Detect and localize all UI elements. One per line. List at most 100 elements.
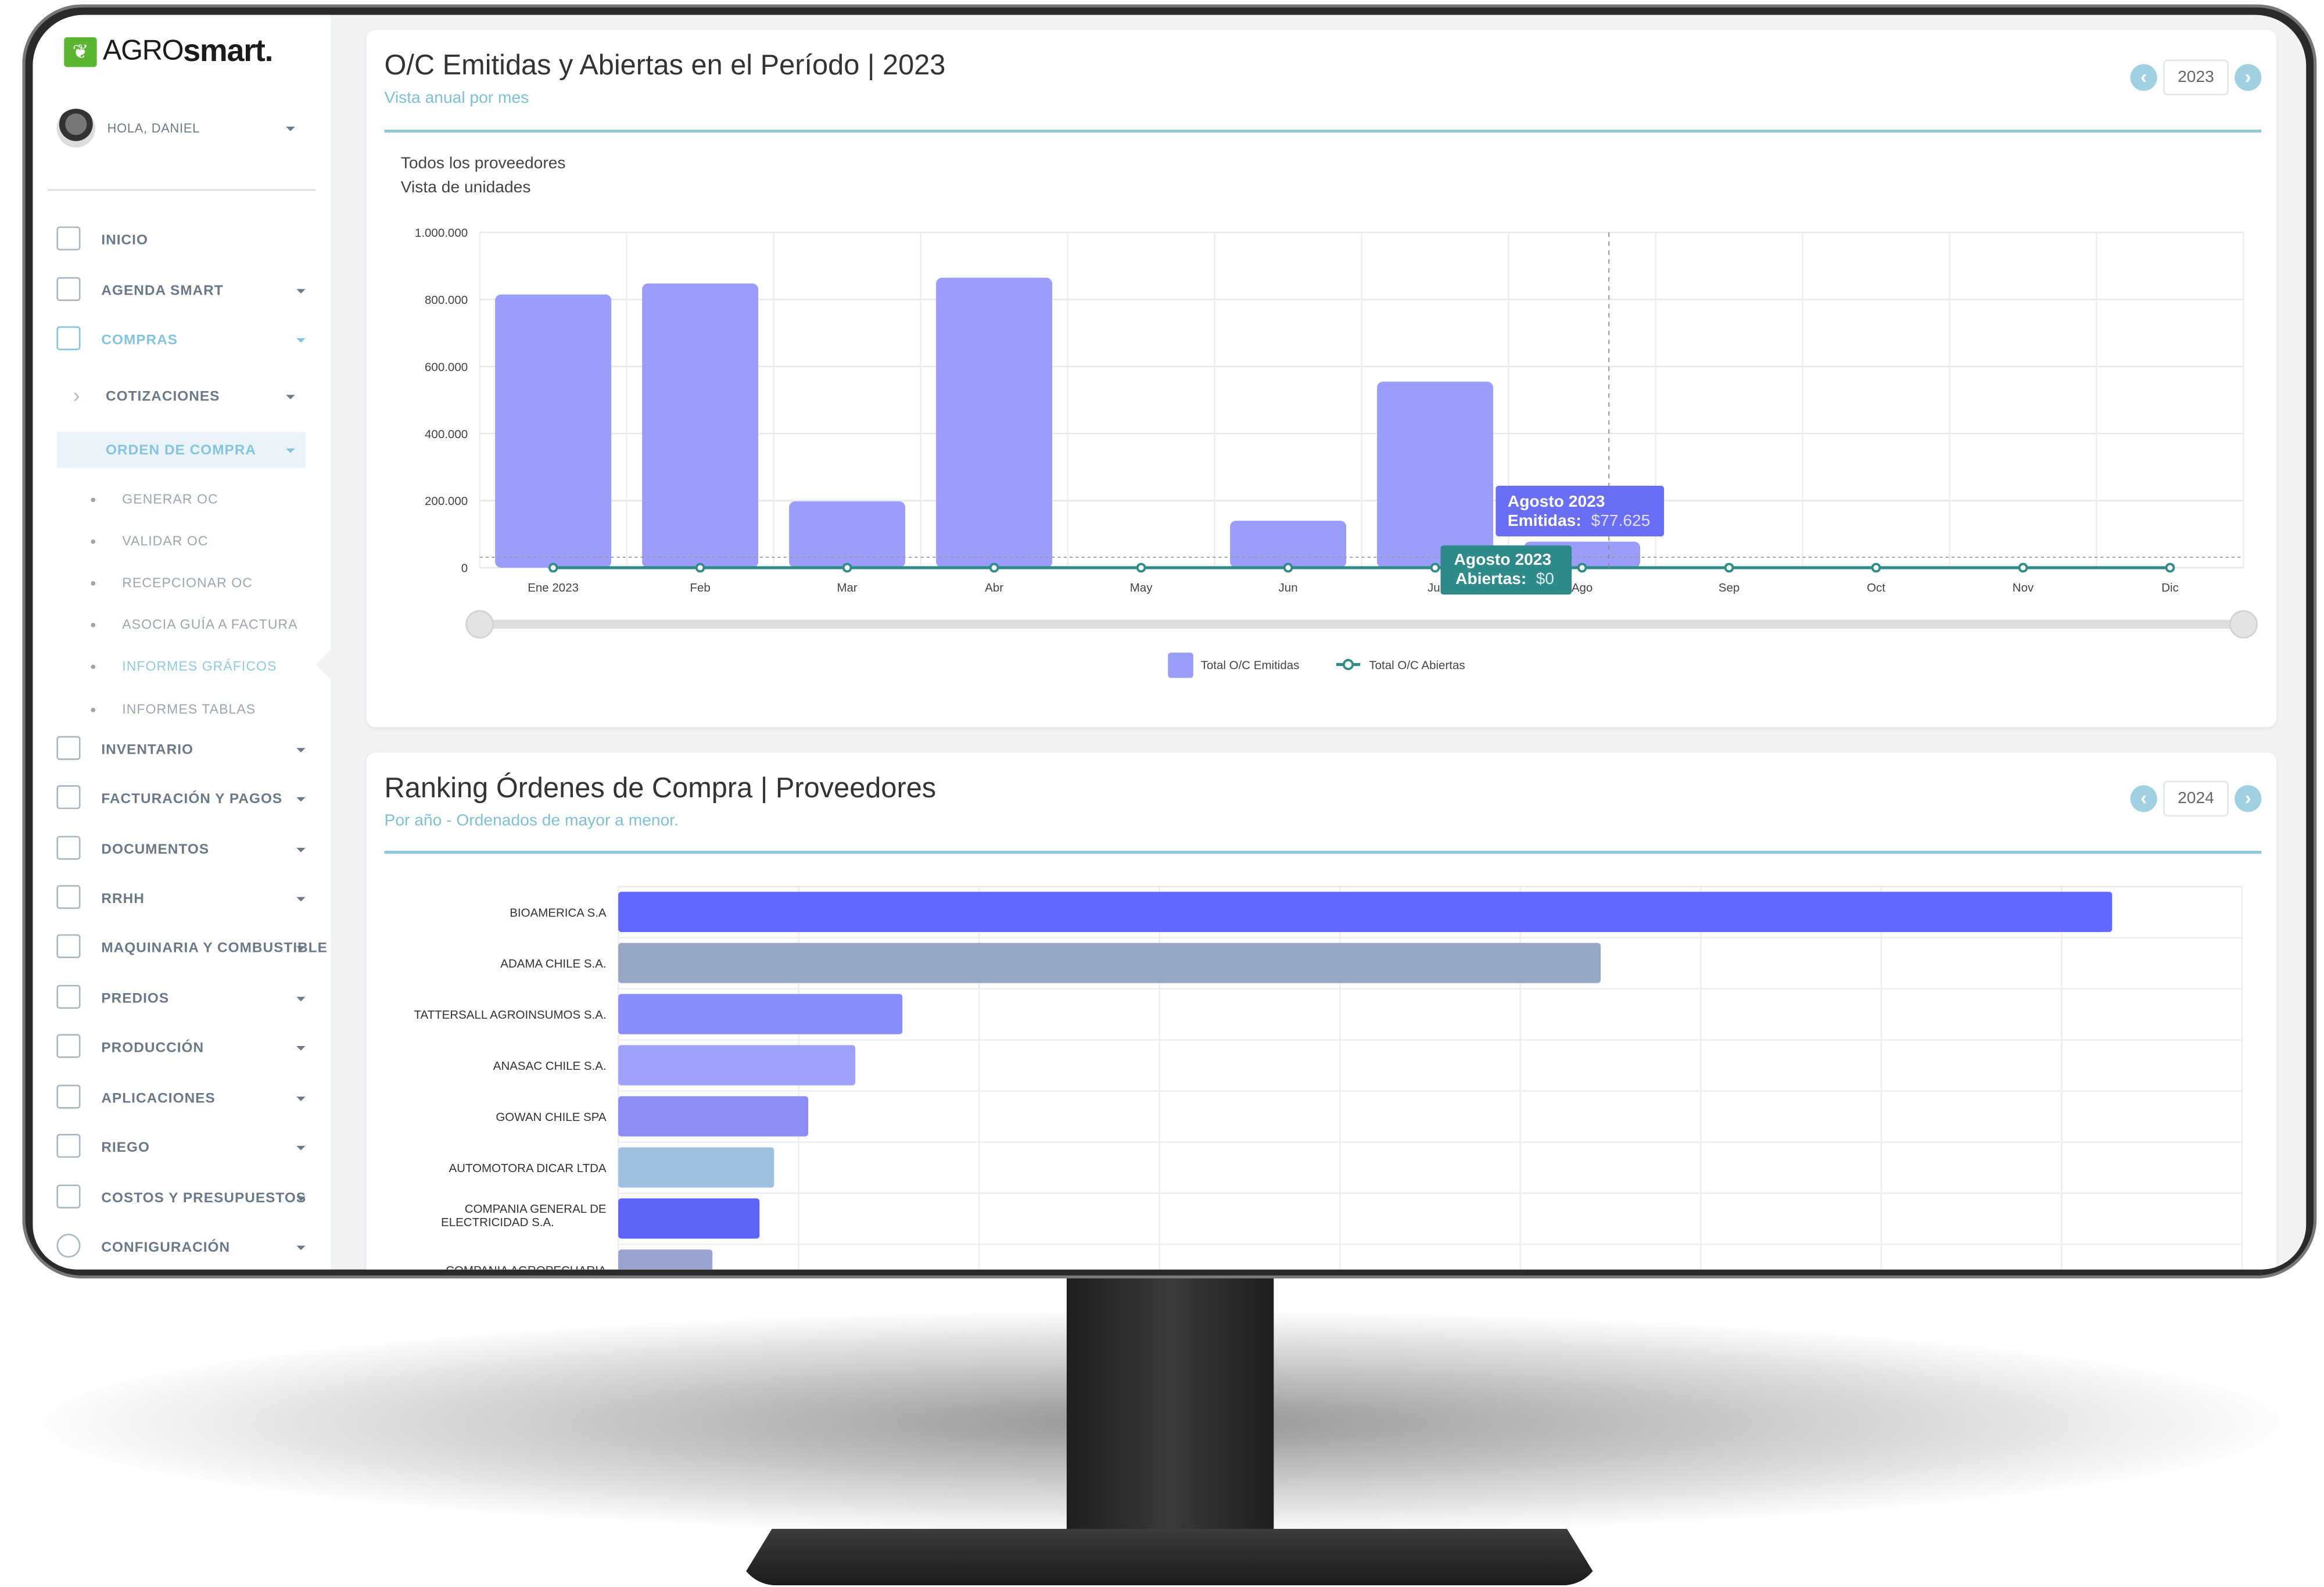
sidebar-item-label: GENERAR OC bbox=[122, 492, 218, 507]
point-abiertas-7 bbox=[1577, 563, 1587, 573]
bar-emitidas-5 bbox=[1230, 521, 1347, 568]
range-slider-handle-right[interactable] bbox=[2229, 610, 2258, 639]
prev-year-arrow-icon[interactable]: ‹ bbox=[2130, 785, 2157, 812]
ranking-bar-5 bbox=[618, 1147, 774, 1188]
tooltip-emitidas bbox=[1495, 485, 1665, 537]
y-tick-label: 800.000 bbox=[425, 293, 468, 307]
sidebar-item-inventario[interactable]: INVENTARIO bbox=[33, 735, 331, 767]
sidebar-item-aplicaciones[interactable]: APLICACIONES bbox=[33, 1083, 331, 1116]
point-abiertas-8 bbox=[1724, 563, 1734, 573]
chevron-down-icon[interactable] bbox=[296, 1097, 306, 1101]
x-tick-label: Ene 2023 bbox=[528, 581, 579, 594]
bullet-icon bbox=[91, 622, 96, 628]
sidebar-item-predios[interactable]: PREDIOS bbox=[33, 983, 331, 1016]
cart-icon bbox=[56, 326, 81, 350]
card-header-rule bbox=[384, 130, 2262, 133]
year-field[interactable]: 2024 bbox=[2163, 780, 2229, 817]
tooltip-value: $77.625 bbox=[1591, 511, 1650, 529]
chevron-right-icon: › bbox=[73, 382, 80, 407]
sidebar-item-generar-oc[interactable]: GENERAR OC bbox=[33, 483, 331, 515]
sidebar-item-facturacion-y-pagos[interactable]: FACTURACIÓN Y PAGOS bbox=[33, 784, 331, 816]
sidebar-item-riego[interactable]: RIEGO bbox=[33, 1133, 331, 1165]
avatar[interactable] bbox=[56, 109, 96, 148]
sidebar-item-produccion[interactable]: PRODUCCIÓN bbox=[33, 1033, 331, 1065]
sidebar-item-label: COTIZACIONES bbox=[106, 389, 220, 406]
logo-text-bold: smart. bbox=[183, 34, 273, 69]
next-year-arrow-icon[interactable]: › bbox=[2235, 64, 2262, 91]
sidebar-item-label: INVENTARIO bbox=[101, 741, 194, 759]
sidebar-item-label: INFORMES TABLAS bbox=[122, 701, 256, 717]
user-greeting[interactable]: HOLA, DANIEL bbox=[107, 120, 200, 136]
year-navigator: ‹ 2023 › bbox=[2130, 59, 2262, 96]
bullet-icon bbox=[91, 707, 96, 712]
user-menu-caret-icon[interactable] bbox=[286, 126, 295, 131]
tag-icon bbox=[56, 736, 81, 760]
sidebar-item-inicio[interactable]: INICIO bbox=[33, 225, 331, 257]
sidebar-item-maquinaria-y-combustible[interactable]: MAQUINARIA Y COMBUSTIBLE bbox=[33, 933, 331, 965]
point-abiertas-2 bbox=[842, 563, 852, 573]
billing-icon bbox=[56, 785, 81, 809]
x-tick-label: Dic bbox=[2161, 581, 2179, 594]
agenda-icon bbox=[56, 277, 81, 301]
logo[interactable]: ❦ AGRO smart. bbox=[64, 34, 273, 70]
chevron-down-icon[interactable] bbox=[296, 1245, 306, 1251]
sidebar-item-validar-oc[interactable]: VALIDAR OC bbox=[33, 525, 331, 557]
truck-icon bbox=[56, 934, 81, 958]
prev-year-arrow-icon[interactable]: ‹ bbox=[2130, 64, 2157, 91]
sidebar-item-rrhh[interactable]: RRHH bbox=[33, 884, 331, 916]
point-abiertas-3 bbox=[989, 563, 999, 573]
sidebar-item-cotizaciones[interactable]: › COTIZACIONES bbox=[33, 381, 331, 414]
chevron-down-icon[interactable] bbox=[296, 1145, 306, 1151]
next-year-arrow-icon[interactable]: › bbox=[2235, 785, 2262, 812]
sidebar-item-documentos[interactable]: DOCUMENTOS bbox=[33, 834, 331, 867]
y-tick-label: 200.000 bbox=[425, 495, 468, 508]
x-tick-label: Nov bbox=[2013, 581, 2034, 594]
chevron-down-icon[interactable] bbox=[296, 946, 306, 951]
supplier-label: AUTOMOTORA DICAR LTDA bbox=[449, 1162, 606, 1175]
card-title: Ranking Órdenes de Compra | Proveedores bbox=[384, 773, 937, 805]
supplier-label: ANASAC CHILE S.A. bbox=[493, 1059, 607, 1073]
chevron-down-icon[interactable] bbox=[296, 997, 306, 1002]
chevron-down-icon[interactable] bbox=[296, 847, 306, 852]
supplier-label: ADAMA CHILE S.A. bbox=[500, 957, 606, 970]
chevron-down-icon[interactable] bbox=[296, 748, 306, 753]
chevron-down-icon[interactable] bbox=[296, 897, 306, 902]
ranking-bar-7 bbox=[618, 1249, 713, 1270]
x-tick-label: Mar bbox=[837, 581, 857, 594]
sidebar-item-configuracion[interactable]: CONFIGURACIÓN bbox=[33, 1233, 331, 1265]
sidebar-item-compras[interactable]: COMPRAS bbox=[33, 325, 331, 357]
tooltip-title: Agosto 2023 bbox=[1508, 492, 1605, 510]
sidebar-item-label: FACTURACIÓN Y PAGOS bbox=[101, 791, 283, 808]
chevron-down-icon[interactable] bbox=[296, 289, 306, 294]
tooltip-label: Emitidas: bbox=[1508, 511, 1581, 529]
chevron-down-icon[interactable] bbox=[286, 448, 295, 453]
ruler-pencil-icon bbox=[56, 1184, 81, 1209]
sidebar-item-informes-graficos[interactable]: INFORMES GRÁFICOS bbox=[33, 650, 331, 682]
range-slider-handle-left[interactable] bbox=[465, 610, 494, 639]
chevron-down-icon[interactable] bbox=[296, 1196, 306, 1201]
x-tick-label: Sep bbox=[1719, 581, 1740, 594]
sidebar-item-asocia-guia-a-factura[interactable]: ASOCIA GUÍA A FACTURA bbox=[33, 608, 331, 640]
chevron-down-icon[interactable] bbox=[296, 797, 306, 802]
sidebar-item-informes-tablas[interactable]: INFORMES TABLAS bbox=[33, 693, 331, 725]
sidebar-item-orden-de-compra[interactable]: ORDEN DE COMPRA bbox=[33, 435, 331, 468]
supplier-label-line: COMPANIA GENERAL DE bbox=[465, 1202, 607, 1216]
sidebar-item-agenda-smart[interactable]: AGENDA SMART bbox=[33, 275, 331, 308]
sidebar-item-label: INFORMES GRÁFICOS bbox=[122, 658, 277, 674]
chevron-down-icon[interactable] bbox=[296, 338, 306, 343]
sidebar-item-recepcionar-oc[interactable]: RECEPCIONAR OC bbox=[33, 566, 331, 599]
point-abiertas-10 bbox=[2018, 563, 2028, 573]
dashboard-icon bbox=[56, 226, 81, 250]
point-abiertas-6 bbox=[1430, 563, 1440, 573]
x-tick-label: Oct bbox=[1867, 581, 1885, 594]
chevron-down-icon[interactable] bbox=[286, 395, 295, 400]
bullet-icon bbox=[91, 581, 96, 586]
chevron-down-icon[interactable] bbox=[296, 1045, 306, 1051]
sidebar-item-label: COSTOS Y PRESUPUESTOS bbox=[101, 1190, 307, 1207]
sidebar-item-costos-y-presupuestos[interactable]: COSTOS Y PRESUPUESTOS bbox=[33, 1183, 331, 1216]
id-card-icon bbox=[56, 885, 81, 909]
bullet-icon bbox=[91, 664, 96, 669]
sidebar-item-label: RRHH bbox=[101, 891, 145, 908]
year-field[interactable]: 2023 bbox=[2163, 59, 2229, 96]
